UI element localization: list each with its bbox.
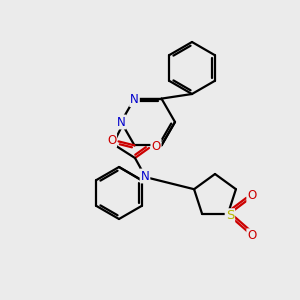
Text: O: O <box>107 134 116 147</box>
Text: N: N <box>130 93 139 106</box>
Text: O: O <box>247 189 256 202</box>
Text: N: N <box>141 169 149 182</box>
Text: O: O <box>247 229 256 242</box>
Text: S: S <box>226 209 234 222</box>
Text: N: N <box>117 116 125 128</box>
Text: O: O <box>152 140 160 152</box>
